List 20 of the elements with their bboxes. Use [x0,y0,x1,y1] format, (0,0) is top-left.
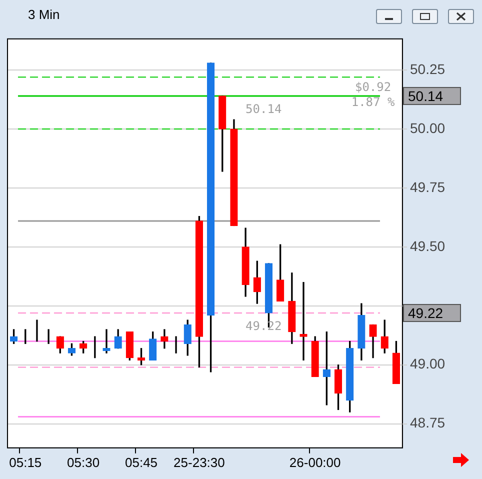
annotation: $0.92 [354,80,392,94]
chart-title: 3 Min [28,7,60,22]
y-tick-label: 49.00 [410,356,446,372]
candlestick [102,329,110,354]
x-tick-label: 25-23:30 [174,454,225,470]
x-tick-label: 05:30 [67,454,100,470]
candlestick [300,282,308,360]
y-tick-label: 50.00 [410,120,446,136]
x-tick-label: 05:45 [124,454,158,470]
x-tick-label: 05:15 [9,454,42,470]
y-tick-label: 48.75 [410,414,446,431]
x-tick-label: 26-00:00 [289,454,341,470]
annotation: 1.87 % [351,95,396,110]
annotation: 50.14 [246,102,282,116]
ref-line-label: 49.22 [408,304,444,321]
y-tick-label: 50.25 [410,60,446,77]
y-tick-label: 49.50 [410,238,446,254]
annotation: 49.22 [246,319,282,334]
ref-line-label: 50.14 [408,88,444,104]
y-tick-label: 49.75 [410,178,446,195]
